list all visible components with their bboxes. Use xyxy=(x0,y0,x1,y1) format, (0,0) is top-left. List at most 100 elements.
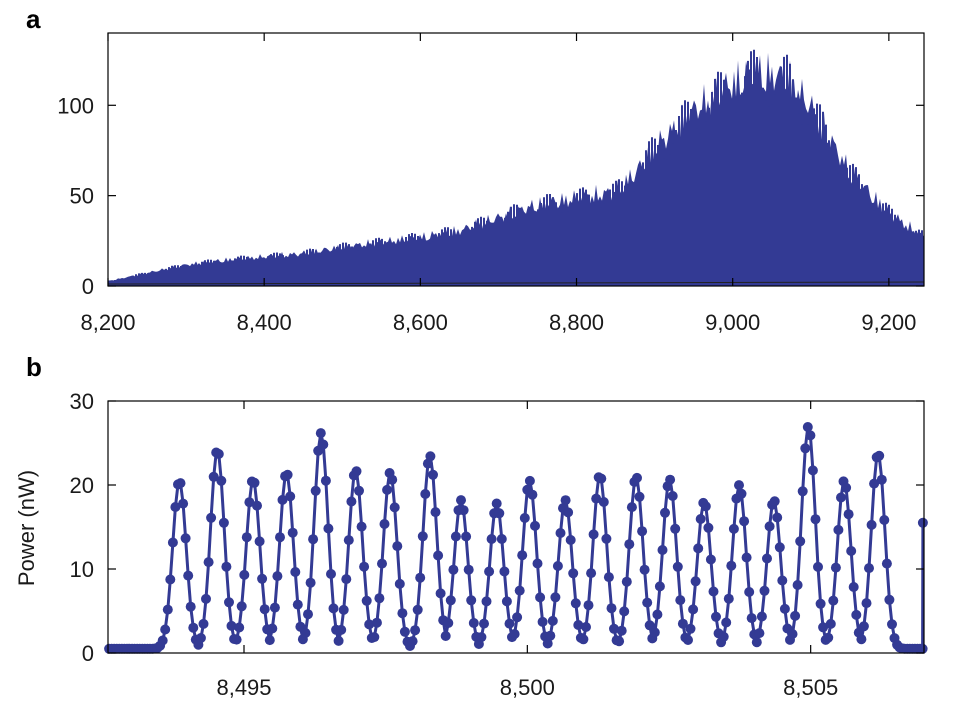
panel-b-data-point xyxy=(736,488,747,499)
panel-b-data-point xyxy=(881,558,892,569)
panel-b-data-point xyxy=(634,491,645,502)
panel-b-ticks: 8,495 8,500 8,505 0 10 20 30 xyxy=(70,389,924,700)
panel-b-data-point xyxy=(639,564,650,575)
panel-b-data-point xyxy=(797,486,808,497)
panel-b-data-point xyxy=(642,597,653,608)
panel-b-data-point xyxy=(336,624,347,635)
panel-b-data-point xyxy=(805,430,816,441)
panel-b-data-point xyxy=(496,534,507,544)
panel-b-data-point xyxy=(180,533,191,544)
panel-b-data-point xyxy=(537,616,548,627)
panel-a-label: a xyxy=(26,4,41,34)
panel-b-data-point xyxy=(382,484,393,495)
panel-b-data-point xyxy=(667,491,678,501)
panel-b-data-point xyxy=(830,562,841,573)
panel-a: a 8,200 8,400 8,600 8,800 9,000 9,200 0 50 100 xyxy=(26,4,925,335)
panel-b-data-point xyxy=(241,532,252,543)
panel-b-data-point xyxy=(275,532,285,543)
panel-b-data-point xyxy=(856,634,867,645)
panel-b-data-point xyxy=(476,632,487,643)
panel-b-data-point xyxy=(552,561,563,571)
panel-b-data-point xyxy=(810,514,821,525)
panel-b-data-point xyxy=(277,494,288,505)
panel-b-data-point xyxy=(591,493,602,504)
panel-b-data-point xyxy=(303,609,313,620)
panel-b-data-point xyxy=(458,505,469,516)
panel-b-data-point xyxy=(359,561,370,572)
panel-b-data-point xyxy=(818,622,829,633)
panel-b-data-point xyxy=(665,474,676,485)
panel-b-data-point xyxy=(527,489,538,500)
panel-b-data-point xyxy=(876,474,887,485)
panel-b-data-point xyxy=(746,613,757,624)
panel-b-data-point xyxy=(466,595,477,606)
panel-b-data-point xyxy=(772,512,783,523)
panel-b-data-point xyxy=(341,574,352,585)
panel-b-data-point xyxy=(461,531,472,542)
panel-b-data-point xyxy=(185,601,196,612)
panel-b-data-point xyxy=(300,628,311,638)
panel-b-data-point xyxy=(354,485,364,496)
panel-b-data-point xyxy=(305,577,316,588)
panel-b-data-point xyxy=(371,617,382,628)
panel-b-data-point xyxy=(751,637,762,648)
panel-b-data-point xyxy=(259,604,270,615)
panel-b-data-point xyxy=(858,621,869,632)
panel-b-data-point xyxy=(157,635,168,646)
panel-b-data-point xyxy=(917,643,928,654)
panel-b-data-point xyxy=(530,520,540,531)
panel-b-data-point xyxy=(848,582,859,592)
panel-b-data-point xyxy=(517,550,528,561)
panel-b-data-point xyxy=(581,622,591,632)
panel-b-data-point xyxy=(244,497,255,508)
panel-b-data-point xyxy=(583,600,594,611)
panel-b-data-point xyxy=(504,618,515,629)
panel-b-data-point xyxy=(410,625,421,636)
panel-b-data-point xyxy=(287,527,298,538)
panel-b-data-point xyxy=(759,585,770,596)
panel-a-y-tick-label: 50 xyxy=(70,184,94,209)
panel-b-y-tick-label: 10 xyxy=(70,557,94,582)
panel-b-data-point xyxy=(450,531,461,542)
panel-b-data-point xyxy=(744,587,755,597)
panel-b-data-point xyxy=(198,618,209,629)
panel-b-data-point xyxy=(779,603,790,614)
panel-b-data-point xyxy=(486,534,497,544)
panel-b-data-point xyxy=(565,535,576,545)
panel-b-data-point xyxy=(657,545,668,555)
panel-b-data-point xyxy=(586,568,597,579)
panel-b-data-point xyxy=(588,529,599,540)
panel-b-data-point xyxy=(843,509,854,520)
panel-b-data-point xyxy=(578,634,589,645)
panel-b-data-point xyxy=(379,519,390,529)
panel-b-data-point xyxy=(292,599,303,610)
panel-a-ticks: 8,200 8,400 8,600 8,800 9,000 9,200 0 50 100 xyxy=(57,33,924,335)
panel-b-data-point xyxy=(201,593,211,604)
panel-b-x-tick-label: 8,500 xyxy=(500,675,555,700)
panel-b-data-point xyxy=(519,513,530,523)
panel-b-data-point xyxy=(512,612,523,623)
panel-b-data-point xyxy=(754,628,765,639)
panel-b-data-point xyxy=(695,514,706,524)
panel-b-data-point xyxy=(726,560,737,571)
panel-b-data-point xyxy=(637,526,648,537)
panel-b-data-point xyxy=(560,495,571,506)
panel-b-data-point xyxy=(285,491,296,502)
panel-b-data-point xyxy=(693,543,704,554)
panel-b-data-point xyxy=(272,571,283,582)
panel-b-label: b xyxy=(26,352,42,382)
panel-b-data-point xyxy=(675,595,686,606)
panel-a-x-tick-label: 8,600 xyxy=(393,310,448,335)
panel-b-data-point xyxy=(711,611,721,622)
panel-b-data-point xyxy=(257,573,268,584)
panel-b-x-tick-label: 8,495 xyxy=(216,675,271,700)
panel-b-data-point xyxy=(550,592,561,603)
panel-b-data-point xyxy=(601,533,612,544)
panel-b-data-point xyxy=(224,597,234,608)
panel-b-data-point xyxy=(463,564,474,575)
panel-b-data-point xyxy=(346,496,357,507)
panel-a-series xyxy=(107,49,925,287)
panel-b-data-point xyxy=(795,536,806,547)
panel-b-data-point xyxy=(236,601,247,612)
